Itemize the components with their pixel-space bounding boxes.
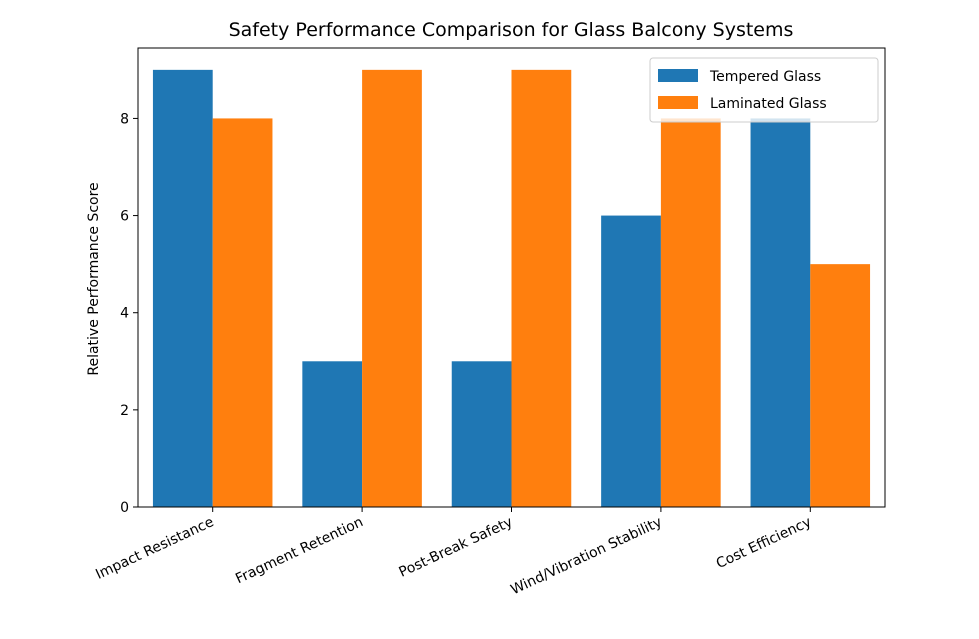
- bar-tempered-4: [750, 118, 811, 507]
- chart-title: Safety Performance Comparison for Glass …: [229, 19, 794, 41]
- bar-tempered-2: [451, 361, 512, 507]
- y-tick-label: 6: [120, 209, 129, 225]
- legend: Tempered Glass Laminated Glass: [649, 57, 879, 123]
- legend-label: Laminated Glass: [710, 96, 827, 112]
- legend-box: [649, 57, 879, 123]
- x-tick-label: Impact Resistance: [93, 514, 216, 583]
- y-tick-label: 8: [120, 111, 129, 127]
- bar-laminated-2: [511, 69, 572, 507]
- x-tick-label: Fragment Retention: [233, 514, 366, 587]
- x-tick-label: Cost Efficiency: [714, 514, 814, 572]
- bar-tempered-1: [302, 361, 363, 507]
- bar-laminated-0: [212, 118, 273, 507]
- y-axis-label: Relative Performance Score: [86, 182, 102, 375]
- legend-label: Tempered Glass: [709, 69, 821, 85]
- bar-laminated-4: [810, 264, 871, 507]
- x-tick-label: Wind/Vibration Stability: [508, 514, 664, 598]
- y-tick-label: 0: [120, 500, 129, 516]
- bar-laminated-1: [362, 69, 422, 507]
- y-tick-label: 2: [120, 403, 129, 419]
- x-tick-label: Post-Break Safety: [397, 514, 516, 581]
- legend-swatch: [658, 69, 698, 82]
- bars-layer: [152, 69, 871, 508]
- bar-tempered-0: [152, 69, 213, 507]
- bar-tempered-3: [601, 215, 661, 508]
- bar-laminated-3: [660, 118, 721, 507]
- y-tick-label: 4: [120, 306, 129, 322]
- legend-swatch: [658, 96, 698, 109]
